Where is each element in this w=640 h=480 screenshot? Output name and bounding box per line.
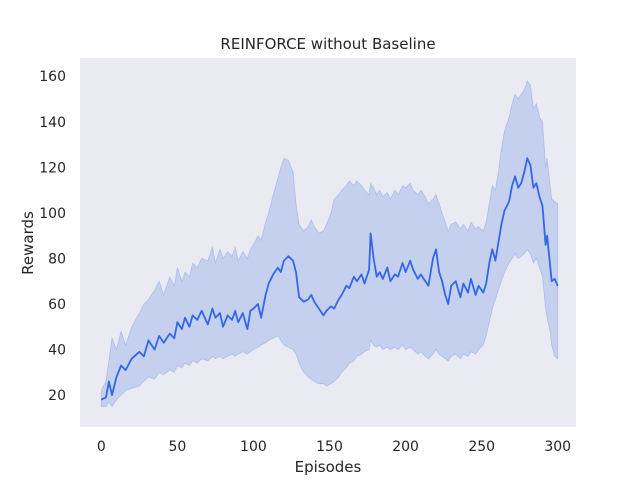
y-tick-labels: 20 40 60 80 100 120 140 160: [39, 69, 66, 404]
y-tick-label: 60: [48, 297, 66, 313]
y-tick-label: 160: [39, 69, 66, 85]
series-0-line: [100, 157, 559, 401]
series-0-band: [100, 79, 559, 408]
y-tick-label: 20: [48, 388, 66, 404]
y-tick-label: 120: [39, 160, 66, 176]
x-tick-labels: 0 50 100 150 200 250 300: [97, 439, 571, 455]
x-axis-label: Episodes: [295, 458, 362, 476]
x-tick-label: 250: [468, 439, 495, 455]
y-tick-label: 100: [39, 206, 66, 222]
x-tick-label: 150: [316, 439, 343, 455]
y-tick-label: 40: [48, 343, 66, 359]
y-axis-label: Rewards: [19, 211, 37, 275]
x-tick-label: 0: [97, 439, 106, 455]
confidence-band-layer: [100, 79, 559, 408]
y-tick-label: 80: [48, 251, 66, 267]
x-tick-label: 200: [392, 439, 419, 455]
series-line-layer: [100, 157, 559, 401]
x-tick-label: 50: [168, 439, 186, 455]
plot-background: [80, 58, 576, 427]
y-tick-label: 140: [39, 115, 66, 131]
chart-title: REINFORCE without Baseline: [220, 35, 435, 53]
x-tick-label: 300: [544, 439, 571, 455]
x-tick-label: 100: [240, 439, 267, 455]
